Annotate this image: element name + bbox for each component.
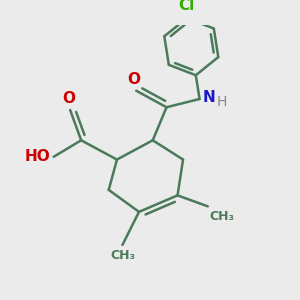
Text: O: O (62, 91, 75, 106)
Text: HO: HO (25, 149, 51, 164)
Text: CH₃: CH₃ (110, 249, 135, 262)
Text: H: H (217, 95, 227, 109)
Text: O: O (127, 72, 140, 87)
Text: CH₃: CH₃ (209, 210, 234, 223)
Text: N: N (202, 90, 215, 105)
Text: Cl: Cl (179, 0, 195, 13)
